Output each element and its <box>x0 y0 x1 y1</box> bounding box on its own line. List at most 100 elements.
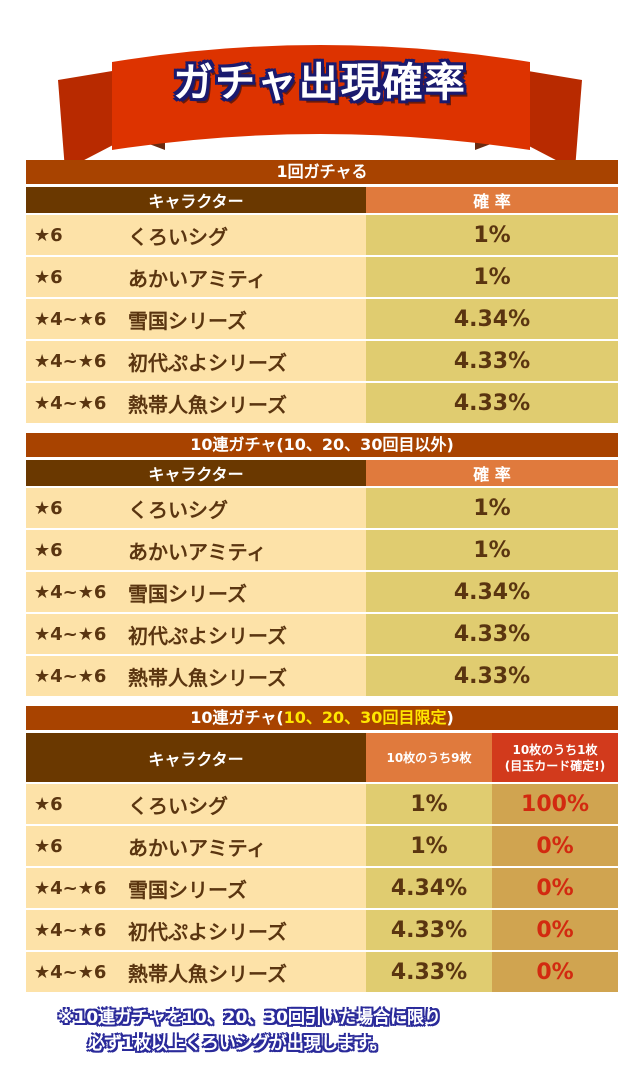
table-header: キャラクター 10枚のうち9枚 10枚のうち1枚 (目玉カード確定!) <box>26 733 618 782</box>
table-row: ★4~★6 雪国シリーズ 4.34% 0% <box>26 868 618 908</box>
title-banner: ガチャ出現確率 <box>0 0 640 170</box>
page-title: ガチャ出現確率 <box>173 60 467 106</box>
character-name: くろいシグ <box>128 793 228 818</box>
character-name: 熱帯人魚シリーズ <box>128 961 287 986</box>
character-name: くろいシグ <box>128 497 228 522</box>
character-name: 初代ぷよシリーズ <box>128 623 287 648</box>
rate-9-cell: 1% <box>366 826 492 866</box>
character-name: 初代ぷよシリーズ <box>128 919 287 944</box>
character-cell: ★4~★6 初代ぷよシリーズ <box>26 910 366 950</box>
character-cell: ★4~★6 熱帯人魚シリーズ <box>26 656 366 696</box>
title-prefix: 10連ガチャ( <box>190 708 284 727</box>
character-cell: ★4~★6 熱帯人魚シリーズ <box>26 383 366 423</box>
character-cell: ★4~★6 雪国シリーズ <box>26 868 366 908</box>
rate-cell: 4.33% <box>366 383 618 423</box>
rarity: ★6 <box>34 539 63 561</box>
rarity: ★4~★6 <box>34 877 107 899</box>
header-rate-1-line2: (目玉カード確定!) <box>504 758 606 773</box>
table-row: ★4~★6 雪国シリーズ 4.34% <box>26 299 618 339</box>
rate-cell: 4.34% <box>366 572 618 612</box>
rate-1-cell: 0% <box>492 910 618 950</box>
table-row: ★4~★6 熱帯人魚シリーズ 4.33% 0% <box>26 952 618 992</box>
header-rate-9: 10枚のうち9枚 <box>366 733 492 782</box>
rate-cell: 1% <box>366 215 618 255</box>
section-10-gacha: 10連ガチャ(10、20、30回目以外) キャラクター 確 率 ★6 くろいシグ 1… <box>26 433 618 696</box>
character-name: あかいアミティ <box>128 539 267 564</box>
table-row: ★6 あかいアミティ 1% 0% <box>26 826 618 866</box>
character-cell: ★6 くろいシグ <box>26 215 366 255</box>
table-row: ★4~★6 雪国シリーズ 4.34% <box>26 572 618 612</box>
rate-cell: 4.33% <box>366 341 618 381</box>
header-character: キャラクター <box>26 733 366 782</box>
rarity: ★4~★6 <box>34 392 107 414</box>
rate-1-cell: 0% <box>492 952 618 992</box>
character-name: 初代ぷよシリーズ <box>128 350 287 375</box>
rate-cell: 4.33% <box>366 656 618 696</box>
rarity: ★6 <box>34 793 63 815</box>
rate-1-cell: 0% <box>492 826 618 866</box>
rate-9-cell: 1% <box>366 784 492 824</box>
title-highlight: 10、20、30回目限定 <box>283 708 447 727</box>
rarity: ★6 <box>34 224 63 246</box>
rate-cell: 1% <box>366 257 618 297</box>
rate-9-cell: 4.33% <box>366 952 492 992</box>
header-rate-1: 10枚のうち1枚 (目玉カード確定!) <box>492 733 618 782</box>
footnote-line1: ※10連ガチャを10、20、30回引いた場合に限り <box>58 1008 441 1028</box>
rarity: ★4~★6 <box>34 665 107 687</box>
rate-cell: 1% <box>366 488 618 528</box>
table-row: ★6 くろいシグ 1% <box>26 215 618 255</box>
table-row: ★4~★6 初代ぷよシリーズ 4.33% <box>26 341 618 381</box>
header-character: キャラクター <box>26 460 366 486</box>
character-name: あかいアミティ <box>128 266 267 291</box>
character-name: くろいシグ <box>128 224 228 249</box>
rate-9-cell: 4.34% <box>366 868 492 908</box>
section-title: 10連ガチャ(10、20、30回目限定) <box>26 706 618 730</box>
character-name: 熱帯人魚シリーズ <box>128 665 287 690</box>
rarity: ★6 <box>34 835 63 857</box>
rarity: ★4~★6 <box>34 961 107 983</box>
rarity: ★6 <box>34 266 63 288</box>
rate-cell: 4.34% <box>366 299 618 339</box>
rarity: ★6 <box>34 497 63 519</box>
rate-1-cell: 0% <box>492 868 618 908</box>
character-cell: ★4~★6 初代ぷよシリーズ <box>26 341 366 381</box>
header-rate-1-line1: 10枚のうち1枚 <box>512 742 598 757</box>
section-single-gacha: 1回ガチャる キャラクター 確 率 ★6 くろいシグ 1% ★6 あかいアミティ 1% ★4… <box>26 160 618 423</box>
section-title: 10連ガチャ(10、20、30回目以外) <box>26 433 618 457</box>
character-cell: ★4~★6 初代ぷよシリーズ <box>26 614 366 654</box>
character-name: 熱帯人魚シリーズ <box>128 392 287 417</box>
rate-cell: 1% <box>366 530 618 570</box>
table-header: キャラクター 確 率 <box>26 460 618 486</box>
rarity: ★4~★6 <box>34 919 107 941</box>
section-title: 1回ガチャる <box>26 160 618 184</box>
table-row: ★6 あかいアミティ 1% <box>26 257 618 297</box>
character-cell: ★6 くろいシグ <box>26 488 366 528</box>
character-cell: ★6 くろいシグ <box>26 784 366 824</box>
table-row: ★6 あかいアミティ 1% <box>26 530 618 570</box>
character-cell: ★6 あかいアミティ <box>26 257 366 297</box>
header-rate: 確 率 <box>366 187 618 213</box>
footnote-line2: 必ず1枚以上くろいシグが出現します。 <box>88 1034 388 1054</box>
character-name: 雪国シリーズ <box>128 581 247 606</box>
section-10-gacha-limited: 10連ガチャ(10、20、30回目限定) キャラクター 10枚のうち9枚 10枚… <box>26 706 618 992</box>
table-row: ★4~★6 熱帯人魚シリーズ 4.33% <box>26 383 618 423</box>
header-rate: 確 率 <box>366 460 618 486</box>
table-row: ★6 くろいシグ 1% <box>26 488 618 528</box>
table-row: ★4~★6 初代ぷよシリーズ 4.33% 0% <box>26 910 618 950</box>
ribbon-graphic <box>58 45 582 170</box>
rarity: ★4~★6 <box>34 308 107 330</box>
table-row: ★6 くろいシグ 1% 100% <box>26 784 618 824</box>
character-name: あかいアミティ <box>128 835 267 860</box>
character-cell: ★6 あかいアミティ <box>26 530 366 570</box>
rate-9-cell: 4.33% <box>366 910 492 950</box>
title-suffix: ) <box>446 708 454 727</box>
character-cell: ★6 あかいアミティ <box>26 826 366 866</box>
character-cell: ★4~★6 熱帯人魚シリーズ <box>26 952 366 992</box>
character-cell: ★4~★6 雪国シリーズ <box>26 572 366 612</box>
character-cell: ★4~★6 雪国シリーズ <box>26 299 366 339</box>
table-header: キャラクター 確 率 <box>26 187 618 213</box>
header-character: キャラクター <box>26 187 366 213</box>
character-name: 雪国シリーズ <box>128 877 247 902</box>
footnote: ※10連ガチャを10、20、30回引いた場合に限り 必ず1枚以上くろいシグが出現… <box>0 1005 640 1057</box>
rate-1-cell: 100% <box>492 784 618 824</box>
